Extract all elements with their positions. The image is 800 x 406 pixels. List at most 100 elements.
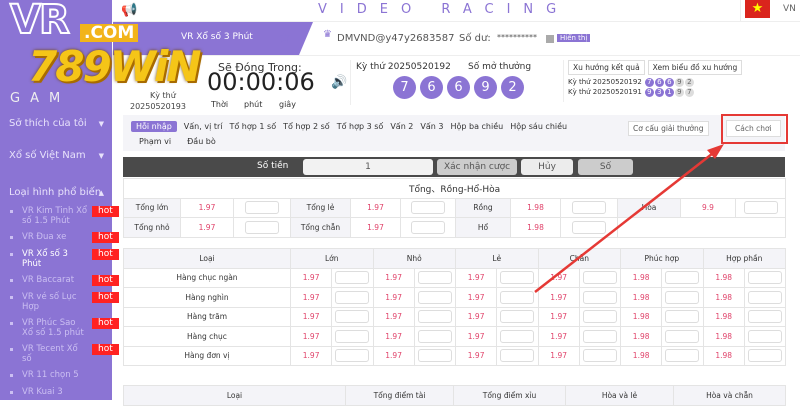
sidebar-section[interactable]: Loại hình phổ biến ▲ (9, 187, 104, 198)
bet-amount-input[interactable] (665, 271, 700, 285)
language-label[interactable]: VN (783, 4, 796, 14)
megaphone-icon[interactable]: 📢 (121, 3, 138, 18)
chevron-icon: ▼ (98, 152, 104, 160)
bet-amount-input[interactable] (335, 271, 370, 285)
bet-amount-input[interactable] (335, 349, 370, 363)
vietnam-flag-icon[interactable]: ★ (745, 0, 770, 18)
bet-amount-input[interactable] (500, 310, 535, 324)
chevron-icon: ▲ (98, 189, 104, 197)
bet-cell (560, 217, 618, 238)
sound-icon[interactable]: 🔊 (331, 75, 348, 90)
bet-amount-input[interactable] (245, 220, 279, 234)
bet-amount-input[interactable] (417, 271, 452, 285)
sidebar-section[interactable]: Xổ số Việt Nam ▼ (9, 150, 104, 161)
sidebar-item[interactable]: VR vé số Lục Hợp hot (10, 292, 120, 312)
sidebar-item[interactable]: VR Phúc Sao Xổ số 1.5 phút hot (10, 318, 120, 338)
favorite-star-icon[interactable]: ☆ (277, 28, 293, 48)
tab-item[interactable]: Hộp sáu chiều (510, 122, 568, 131)
tab-item[interactable]: Đầu bò (187, 137, 216, 146)
bet-amount-input[interactable] (335, 310, 370, 324)
bet-amount-input[interactable] (747, 329, 782, 343)
bet-amount-input[interactable] (665, 310, 700, 324)
tab-item[interactable]: Vấn 3 (420, 122, 444, 131)
bet-amount-input[interactable] (417, 349, 452, 363)
trend-chart-button[interactable]: Xem biểu đồ xu hướng (647, 60, 743, 75)
prize-structure-button[interactable]: Cơ cấu giải thưởng (628, 121, 709, 136)
bet-amount-input[interactable] (665, 290, 700, 304)
tab-item[interactable]: Tổ hợp 1 số (229, 122, 277, 131)
result-trend-button[interactable]: Xu hướng kết quả (568, 60, 645, 75)
sidebar-item-label: VR Đua xe (22, 232, 67, 242)
sidebar-item[interactable]: VR Baccarat hot (10, 275, 120, 286)
bet-amount-input[interactable] (582, 271, 617, 285)
bet-amount-input[interactable] (747, 310, 782, 324)
bet-cell (743, 306, 787, 327)
table-row: Tổng nhỏ 1.97 Tổng chẵn 1.97 Hổ 1.98 (123, 217, 787, 238)
bet-label: Tổng lẻ (290, 197, 351, 218)
hot-badge: hot (92, 275, 119, 286)
bet-amount-input[interactable] (245, 201, 279, 215)
bet-amount-input[interactable] (500, 329, 535, 343)
tab-item[interactable]: Phạm vi (139, 137, 172, 146)
bet-amount-input[interactable] (582, 310, 617, 324)
user-rank-icon: ♛ (323, 29, 332, 40)
username: DMVND@y47y2683587 (337, 33, 455, 44)
sidebar-section[interactable]: Sở thích của tôi ▼ (9, 118, 104, 129)
bet-cell (496, 306, 539, 327)
bet-cell (578, 345, 622, 366)
vr-logo: VR (9, 0, 71, 43)
amount-input[interactable]: 1 (303, 159, 433, 175)
bet-amount-input[interactable] (335, 290, 370, 304)
confirm-bet-button[interactable]: Xác nhận cược (437, 159, 517, 175)
bet-amount-input[interactable] (582, 290, 617, 304)
bet-amount-input[interactable] (500, 271, 535, 285)
watermark-domain: .COM (80, 24, 139, 42)
sidebar-section-label: Xổ số Việt Nam (9, 150, 86, 161)
bet-amount-input[interactable] (500, 290, 535, 304)
tab-item[interactable]: Hỗi nhập (131, 121, 177, 132)
balance-toggle-icon[interactable] (546, 35, 554, 43)
bet-amount-input[interactable] (743, 201, 778, 215)
bet-amount-input[interactable] (572, 201, 606, 215)
bet-cell (743, 345, 787, 366)
bet-amount-input[interactable] (747, 290, 782, 304)
history-ball: 6 (664, 78, 674, 87)
how-to-play-button[interactable]: Cách chơi (726, 120, 781, 137)
sidebar: VR GAM Sở thích của tôi ▼ Xổ số Việt Nam ▼ L… (0, 0, 119, 400)
bet-amount-input[interactable] (335, 329, 370, 343)
bet-amount-input[interactable] (411, 220, 445, 234)
tab-item[interactable]: Vấn, vị trí (183, 122, 223, 131)
bet-amount-input[interactable] (665, 329, 700, 343)
sidebar-item[interactable]: VR Đua xe hot (10, 232, 120, 243)
sidebar-item[interactable]: VR Kuai 3 (10, 387, 120, 398)
cancel-button[interactable]: Hủy (521, 159, 573, 175)
bet-slip-button[interactable]: Số (578, 159, 633, 175)
hot-badge: hot (92, 232, 119, 243)
bet-amount-input[interactable] (747, 349, 782, 363)
sidebar-item[interactable]: VR 11 chọn 5 (10, 370, 120, 381)
bet-amount-input[interactable] (411, 201, 445, 215)
bet-amount-input[interactable] (572, 220, 606, 234)
bet-amount-input[interactable] (500, 349, 535, 363)
bet-amount-input[interactable] (417, 329, 452, 343)
top-bar: 📢 VIDEO RACING ★ VN (113, 0, 800, 22)
annotation-highlight-box (721, 114, 788, 144)
bet-amount-input[interactable] (665, 349, 700, 363)
sidebar-item[interactable]: VR Kim Tinh Xổ số 1.5 Phút hot (10, 206, 120, 226)
bet-cell (400, 197, 456, 218)
sidebar-item[interactable]: VR Tecent Xổ số hot (10, 344, 120, 364)
bet-amount-input[interactable] (417, 310, 452, 324)
bet-amount-input[interactable] (417, 290, 452, 304)
sidebar-item-label: VR vé số Lục Hợp (22, 292, 77, 312)
unit-hours: Thời (211, 100, 229, 109)
bet-amount-input[interactable] (747, 271, 782, 285)
bet-amount-input[interactable] (582, 349, 617, 363)
tab-item[interactable]: Vấn 2 (390, 122, 414, 131)
show-balance-button[interactable]: Hiển thị (557, 34, 591, 42)
tab-item[interactable]: Tổ hợp 2 số (283, 122, 330, 131)
sidebar-item[interactable]: VR Xổ số 3 Phút hot (10, 249, 120, 269)
tab-item[interactable]: Hộp ba chiều (450, 122, 504, 131)
tab-item[interactable]: Tổ hợp 3 số (336, 122, 384, 131)
bet-amount-input[interactable] (582, 329, 617, 343)
result-ball: 7 (393, 76, 416, 99)
